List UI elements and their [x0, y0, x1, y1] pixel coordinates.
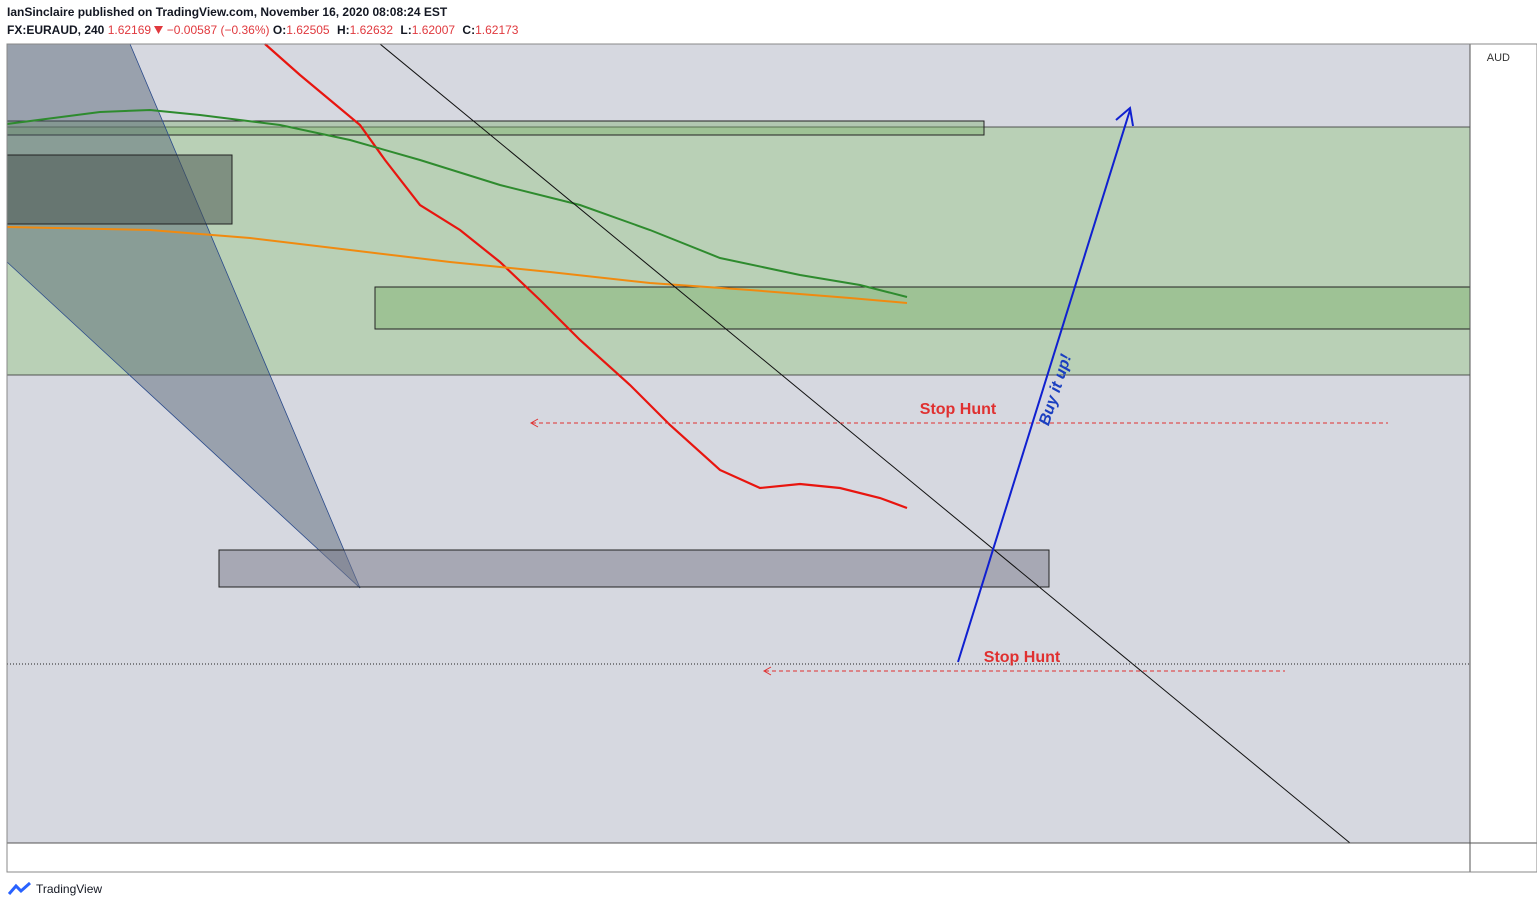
- ohlc-label: H:: [336, 23, 350, 37]
- zone: [6, 126, 1471, 376]
- zone: [6, 120, 985, 136]
- arrow-head: [1115, 106, 1134, 127]
- frame: [6, 43, 1537, 873]
- annotation: Stop Hunt: [984, 649, 1061, 666]
- buy-arrow: [957, 109, 1131, 663]
- ohlc-label: L:: [400, 23, 412, 37]
- y-axis-area: [1470, 44, 1537, 872]
- ohlc-label: C:: [462, 23, 476, 37]
- ma-green: [6, 108, 908, 298]
- triangle: [6, 43, 361, 589]
- arrow-head: [529, 418, 539, 428]
- ohlc-value: 1.62632: [349, 23, 394, 37]
- ohlc-label: O:: [272, 23, 287, 37]
- ohlc-value: 1.62173: [475, 23, 519, 37]
- zone: [6, 154, 233, 225]
- plot-background: [7, 44, 1470, 843]
- x-axis-area: [7, 843, 1470, 872]
- annotation: Buy it up!: [1036, 352, 1075, 428]
- symbol-bar: FX:EURAUD, 240 1.62169 −0.00587 (−0.36%)…: [7, 23, 522, 37]
- currency: AUD: [1487, 52, 1510, 64]
- ma-red: [264, 43, 908, 510]
- last-price: 1.62169: [107, 23, 152, 37]
- ohlc-value: 1.62505: [286, 23, 330, 37]
- logo: [8, 882, 31, 895]
- ohlc-value: 1.62007: [411, 23, 456, 37]
- ma-orange: [6, 226, 908, 304]
- publisher-text: IanSinclaire published on TradingView.co…: [7, 5, 448, 19]
- down-arrow: [154, 26, 164, 34]
- zone: [218, 549, 1050, 588]
- trend-line: [379, 43, 1351, 844]
- footer: TradingView: [8, 882, 102, 896]
- annotation: Stop Hunt: [920, 401, 997, 418]
- brand: TradingView: [36, 882, 103, 896]
- publisher: IanSinclaire published on TradingView.co…: [7, 5, 447, 19]
- symbol: FX:EURAUD, 240: [7, 23, 105, 37]
- zone: [374, 286, 1471, 330]
- change: −0.00587 (−0.36%): [166, 23, 270, 37]
- arrow-head: [762, 666, 772, 676]
